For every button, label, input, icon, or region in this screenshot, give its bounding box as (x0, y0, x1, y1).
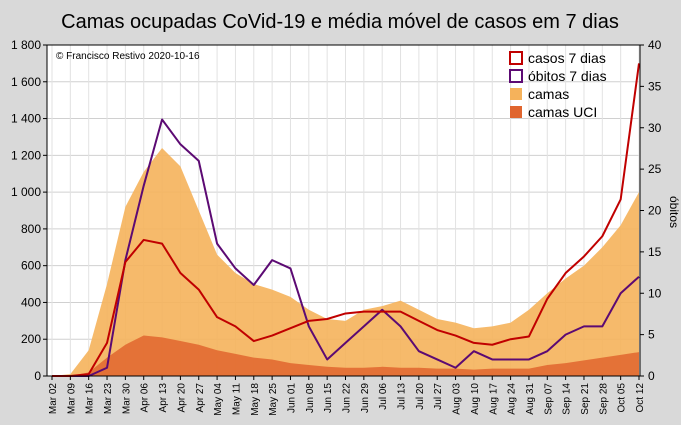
left-tick-label: 1 800 (11, 38, 41, 52)
x-tick-label: Apr 20 (176, 383, 187, 413)
x-tick-label: Jun 08 (305, 383, 316, 413)
x-tick-label: Jul 20 (415, 383, 426, 410)
x-tick-label: Mar 16 (85, 383, 96, 415)
x-tick-label: May 04 (213, 383, 224, 416)
x-tick-label: Oct 05 (617, 383, 628, 413)
left-tick-label: 1 400 (11, 112, 41, 126)
x-tick-label: Mar 30 (121, 383, 132, 415)
left-tick-label: 1 200 (11, 148, 41, 162)
left-tick-label: 800 (21, 222, 41, 236)
x-tick-label: Aug 10 (470, 383, 481, 415)
x-tick-label: Sep 14 (562, 383, 573, 415)
right-tick-label: 0 (648, 369, 655, 383)
left-tick-label: 400 (21, 295, 41, 309)
x-axis: Mar 02 Mar 09 Mar 16 Mar 23 Mar 30 Apr 06 Apr … (48, 376, 646, 416)
x-tick-label: Mar 02 (48, 383, 59, 415)
legend-swatch-obitos-7-dias (509, 69, 523, 83)
x-tick-label: Sep 07 (543, 383, 554, 415)
x-tick-label: Jul 27 (433, 383, 444, 410)
legend-swatch-camas-uci (510, 106, 522, 118)
legend: casos 7 dias óbitos 7 dias camas camas UCI (509, 50, 607, 120)
right-tick-label: 10 (648, 286, 662, 300)
x-tick-label: Jun 15 (323, 383, 334, 413)
right-tick-label: 30 (648, 121, 662, 135)
left-tick-label: 1 600 (11, 75, 41, 89)
right-tick-label: 40 (648, 38, 662, 52)
right-axis-label: óbitos (667, 196, 681, 228)
x-tick-label: Mar 09 (66, 383, 77, 415)
series-camas-area (52, 147, 639, 376)
x-tick-label: Jun 29 (360, 383, 371, 413)
x-tick-label: Apr 06 (140, 383, 151, 413)
area-series (52, 147, 639, 376)
series-obitos-line (52, 118, 640, 377)
left-tick-label: 200 (21, 332, 41, 346)
x-tick-label: Jul 13 (397, 383, 408, 410)
legend-label-camas: camas (528, 86, 569, 102)
x-tick-label: Aug 31 (525, 383, 536, 415)
left-tick-label: 0 (34, 369, 41, 383)
x-tick-label: May 18 (250, 383, 261, 416)
legend-swatch-camas (510, 88, 522, 100)
left-axis: 0 200 400 600 800 1 000 1 200 1 400 1 600 1 800 (11, 38, 47, 383)
series-casos-line (52, 63, 640, 377)
chart-title: Camas ocupadas CoVid-19 e média móvel de… (61, 11, 619, 33)
right-axis: 0 5 10 15 20 25 30 35 40 (640, 38, 662, 383)
x-tick-label: Jun 01 (286, 383, 297, 413)
x-tick-label: May 11 (231, 383, 242, 415)
x-tick-label: Mar 23 (103, 383, 114, 415)
x-tick-label: Apr 13 (158, 383, 169, 413)
copyright-note: © Francisco Restivo 2020-10-16 (56, 51, 200, 62)
legend-label-obitos-7-dias: óbitos 7 dias (528, 68, 607, 84)
x-tick-label: Apr 27 (195, 383, 206, 413)
left-tick-label: 600 (21, 259, 41, 273)
right-tick-label: 35 (648, 79, 662, 93)
x-tick-label: Aug 17 (488, 383, 499, 415)
x-tick-label: Jul 06 (378, 383, 389, 410)
right-tick-label: 15 (648, 245, 662, 259)
x-tick-label: Aug 03 (452, 383, 463, 415)
x-tick-label: Jun 22 (342, 383, 353, 413)
right-tick-label: 25 (648, 162, 662, 176)
series-camas-uci-area (52, 335, 639, 376)
legend-swatch-casos-7-dias (509, 51, 523, 65)
left-tick-label: 1 000 (11, 185, 41, 199)
x-tick-label: Oct 12 (635, 383, 646, 413)
legend-label-camas-uci: camas UCI (528, 104, 597, 120)
x-tick-label: Aug 24 (507, 383, 518, 415)
right-tick-label: 20 (648, 204, 662, 218)
right-tick-label: 5 (648, 328, 655, 342)
x-tick-label: Sep 21 (580, 383, 591, 415)
line-series (52, 63, 640, 377)
x-tick-label: Sep 28 (598, 383, 609, 415)
legend-label-casos-7-dias: casos 7 dias (528, 50, 606, 66)
x-tick-label: May 25 (268, 383, 279, 416)
